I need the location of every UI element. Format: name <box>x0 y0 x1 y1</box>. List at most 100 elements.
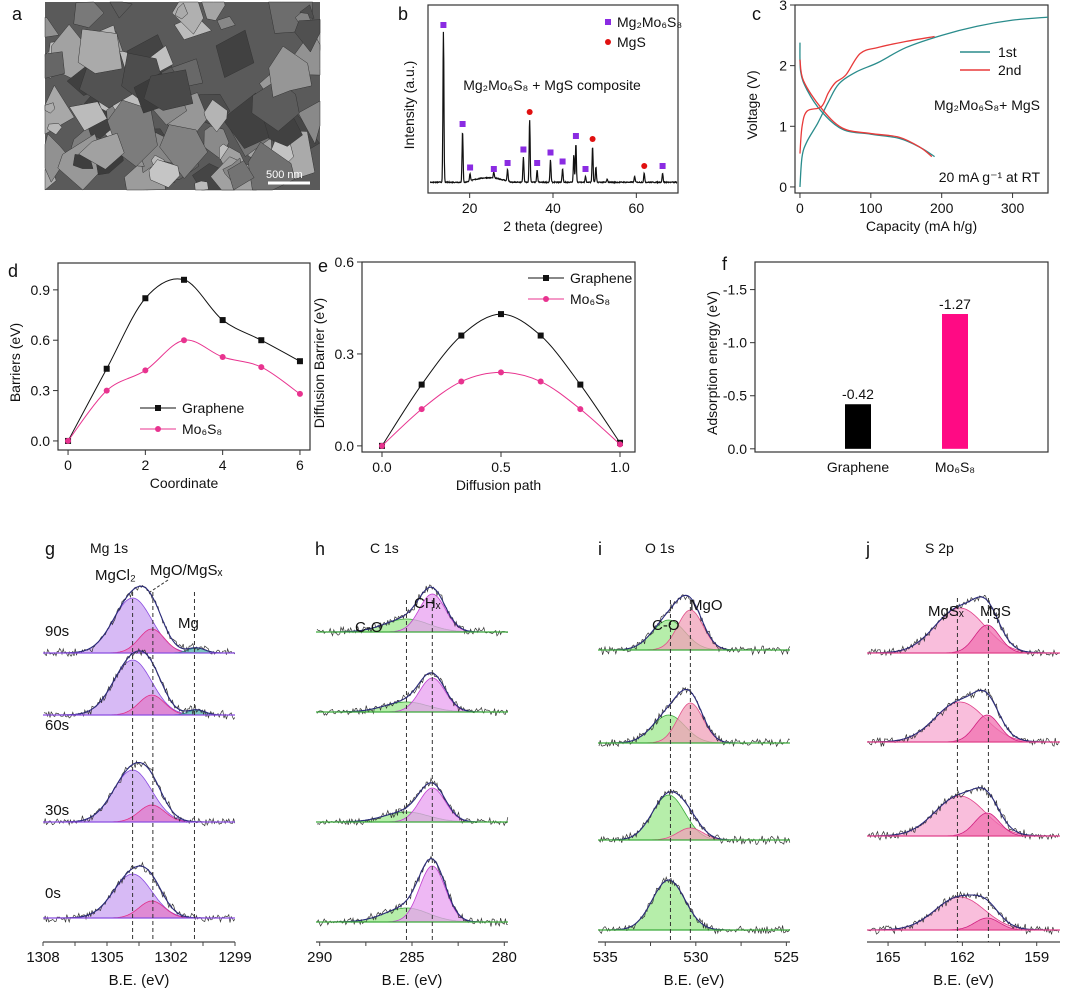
panel-d: 0 2 4 6 0.0 0.3 0.6 0.9 Coordinate Barriers (eV) d… <box>7 261 311 491</box>
sem-flake <box>78 132 125 170</box>
data-point <box>577 381 584 388</box>
peak-marker-mg2mo6s8 <box>459 121 466 127</box>
chart-annotation: Mg₂Mo₆S₈+ MgS <box>934 97 1040 113</box>
sem-flake <box>194 180 209 191</box>
x-tick-label: 290 <box>307 949 332 966</box>
x-axis-label: Capacity (mA h/g) <box>866 218 977 234</box>
envelope-fit <box>867 596 1059 654</box>
data-point <box>378 442 385 449</box>
panel-letter-i: i <box>598 539 602 559</box>
x-axis-label: B.E. (eV) <box>664 972 725 989</box>
spectrum-2: 30s <box>43 759 236 827</box>
legend-marker <box>605 39 611 45</box>
fit-component <box>598 702 790 744</box>
panel-h: 290 285 280 B.E. (eV) h C 1s C-O CHₓ <box>307 539 517 989</box>
x-tick-label: 40 <box>545 200 561 216</box>
sem-flake <box>201 1 226 21</box>
panel-letter-j: j <box>865 539 870 559</box>
x-category-label: Mo₆S₈ <box>935 459 975 475</box>
data-point <box>219 317 226 324</box>
fit-component <box>598 879 790 931</box>
x-tick-label: 0 <box>64 457 72 473</box>
sem-flake <box>216 16 236 30</box>
y-tick-label: 0.0 <box>31 433 51 449</box>
raw-data-trace <box>316 672 509 717</box>
sem-flake <box>44 51 65 79</box>
panel-letter-g: g <box>45 539 55 559</box>
scale-bar-label: 500 nm <box>266 169 303 181</box>
spectrum-2 <box>867 784 1060 841</box>
plot-frame <box>794 4 1049 194</box>
fit-component <box>598 609 790 651</box>
x-tick-label: 60 <box>629 200 645 216</box>
fit-component <box>316 787 508 823</box>
sem-flake <box>247 141 296 191</box>
sem-flake <box>143 69 194 111</box>
panel-letter-c: c <box>752 4 761 24</box>
legend-marker <box>543 275 549 281</box>
y-tick-label: 0 <box>779 179 787 195</box>
sem-flake <box>44 102 56 114</box>
x-tick-label: 200 <box>930 200 954 216</box>
time-label: 90s <box>45 623 69 640</box>
peak-label: Mg <box>178 615 199 632</box>
y-axis-label: Diffusion Barrier (eV) <box>311 298 327 428</box>
series-line <box>67 278 301 442</box>
y-axis-label: Barriers (eV) <box>7 323 23 402</box>
panel-letter-d: d <box>8 261 18 281</box>
peak-marker-mg2mo6s8 <box>659 163 666 169</box>
bar-value-label: -0.42 <box>842 386 874 402</box>
series-line <box>381 313 621 447</box>
spectrum-3 <box>867 891 1060 935</box>
peak-marker-mg2mo6s8 <box>490 166 497 172</box>
x-axis-label: B.E. (eV) <box>109 972 170 989</box>
data-point <box>142 367 149 374</box>
spectrum-0 <box>867 594 1060 658</box>
peak-label: MgS <box>980 603 1011 620</box>
spectrum-3 <box>598 875 791 935</box>
peak-marker-mg2mo6s8 <box>440 22 447 28</box>
peak-label: C-O <box>652 617 680 634</box>
data-point <box>258 337 265 344</box>
spectrum-0 <box>316 584 508 637</box>
peak-marker-mg2mo6s8 <box>582 166 589 172</box>
data-point <box>458 332 465 339</box>
envelope-fit <box>44 650 235 716</box>
panel-b: 20 40 60 2 theta (degree) Intensity (a.u.) b M… <box>398 4 682 234</box>
time-label: 0s <box>45 885 61 902</box>
curve-1st-discharge <box>799 42 935 158</box>
chart-condition: 20 mA g⁻¹ at RT <box>939 169 1041 185</box>
legend-marker <box>155 426 161 432</box>
spectrum-3: 0s <box>43 861 236 924</box>
sem-flake <box>109 1 133 19</box>
x-tick-label: 162 <box>950 949 975 966</box>
x-tick-label: 1308 <box>26 949 59 966</box>
x-tick-label: 2 <box>141 457 149 473</box>
raw-data-trace <box>316 584 508 637</box>
sem-flake <box>159 124 208 179</box>
y-tick-label: 0.0 <box>335 438 355 454</box>
x-category-label: Graphene <box>827 459 889 475</box>
curve-2nd-discharge <box>799 59 933 158</box>
bar-1 <box>942 314 968 449</box>
spectrum-1: 60s <box>43 647 236 734</box>
sem-flake <box>294 19 321 53</box>
panel-letter-b: b <box>398 4 408 24</box>
panel-i: 535 530 525 B.E. (eV) i O 1s C-O MgO <box>593 539 799 989</box>
x-tick-label: 530 <box>683 949 708 966</box>
peak-marker-mg2mo6s8 <box>467 164 474 171</box>
peak-label: MgO <box>690 597 723 614</box>
fit-component <box>316 865 508 923</box>
peak-label: MgO/MgSₓ <box>150 562 223 579</box>
data-point <box>497 311 504 318</box>
plot-frame <box>361 261 636 453</box>
panel-letter-f: f <box>722 254 728 274</box>
x-tick-label: 285 <box>399 949 424 966</box>
legend-marker <box>155 405 161 411</box>
x-axis-label: B.E. (eV) <box>933 972 994 989</box>
time-label: 30s <box>45 802 69 819</box>
peak-marker-mgs <box>526 109 533 115</box>
fit-component <box>867 701 1060 743</box>
